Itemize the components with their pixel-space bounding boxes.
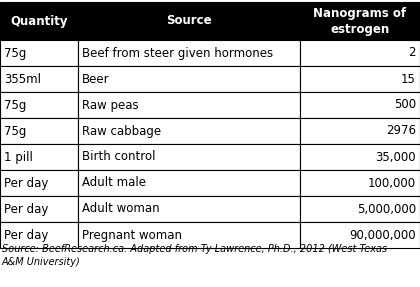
Text: Nanograms of
estrogen: Nanograms of estrogen (313, 7, 407, 36)
Bar (78, 66, 300, 92)
Text: Per day: Per day (4, 228, 48, 241)
Bar (300, 2, 420, 40)
Text: Adult male: Adult male (82, 177, 146, 189)
Text: Raw peas: Raw peas (82, 98, 139, 112)
Text: Birth control: Birth control (82, 150, 155, 164)
Bar (0, 144, 78, 170)
Text: Source: Source (166, 15, 212, 28)
Bar (78, 92, 300, 118)
Bar (300, 170, 420, 196)
Text: Per day: Per day (4, 203, 48, 216)
Text: Source: BeefResearch.ca. Adapted from Ty Lawrence, Ph.D., 2012 (West Texas
A&M U: Source: BeefResearch.ca. Adapted from Ty… (2, 244, 387, 267)
Text: Pregnant woman: Pregnant woman (82, 228, 182, 241)
Text: Per day: Per day (4, 177, 48, 189)
Bar (0, 118, 78, 144)
Text: 355ml: 355ml (4, 73, 41, 86)
Bar (300, 40, 420, 66)
Text: 2976: 2976 (386, 125, 416, 137)
Text: 75g: 75g (4, 98, 26, 112)
Bar (300, 196, 420, 222)
Text: Beef from steer given hormones: Beef from steer given hormones (82, 46, 273, 59)
Text: 75g: 75g (4, 46, 26, 59)
Text: 15: 15 (401, 73, 416, 86)
Text: 2: 2 (409, 46, 416, 59)
Text: 100,000: 100,000 (368, 177, 416, 189)
Bar (0, 170, 78, 196)
Bar (78, 144, 300, 170)
Text: Raw cabbage: Raw cabbage (82, 125, 161, 137)
Bar (0, 66, 78, 92)
Text: Beer: Beer (82, 73, 110, 86)
Bar (300, 144, 420, 170)
Bar (300, 118, 420, 144)
Bar (0, 2, 78, 40)
Text: 35,000: 35,000 (375, 150, 416, 164)
Bar (300, 92, 420, 118)
Bar (78, 118, 300, 144)
Text: 75g: 75g (4, 125, 26, 137)
Bar (300, 222, 420, 248)
Bar (78, 222, 300, 248)
Bar (78, 40, 300, 66)
Text: 5,000,000: 5,000,000 (357, 203, 416, 216)
Text: 500: 500 (394, 98, 416, 112)
Bar (0, 196, 78, 222)
Text: 1 pill: 1 pill (4, 150, 33, 164)
Bar (78, 170, 300, 196)
Bar (78, 196, 300, 222)
Text: Adult woman: Adult woman (82, 203, 160, 216)
Text: Quantity: Quantity (10, 15, 68, 28)
Bar (0, 92, 78, 118)
Bar (78, 2, 300, 40)
Bar (0, 40, 78, 66)
Bar (300, 66, 420, 92)
Text: 90,000,000: 90,000,000 (349, 228, 416, 241)
Bar (0, 222, 78, 248)
